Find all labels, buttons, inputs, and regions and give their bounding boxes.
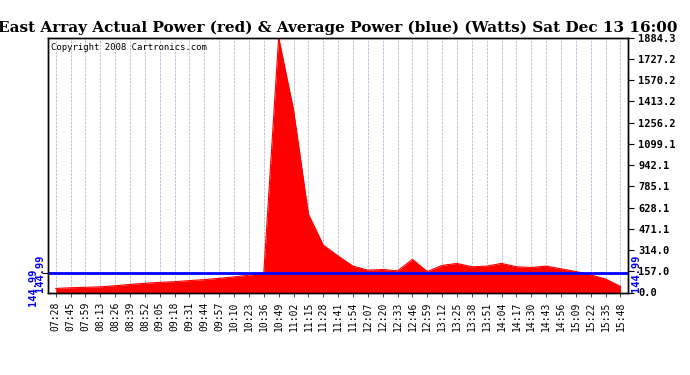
Title: East Array Actual Power (red) & Average Power (blue) (Watts) Sat Dec 13 16:00: East Array Actual Power (red) & Average … — [0, 21, 678, 35]
Text: 144.99: 144.99 — [631, 254, 641, 292]
Text: 144.99: 144.99 — [35, 254, 46, 292]
Text: Copyright 2008 Cartronics.com: Copyright 2008 Cartronics.com — [51, 43, 207, 52]
